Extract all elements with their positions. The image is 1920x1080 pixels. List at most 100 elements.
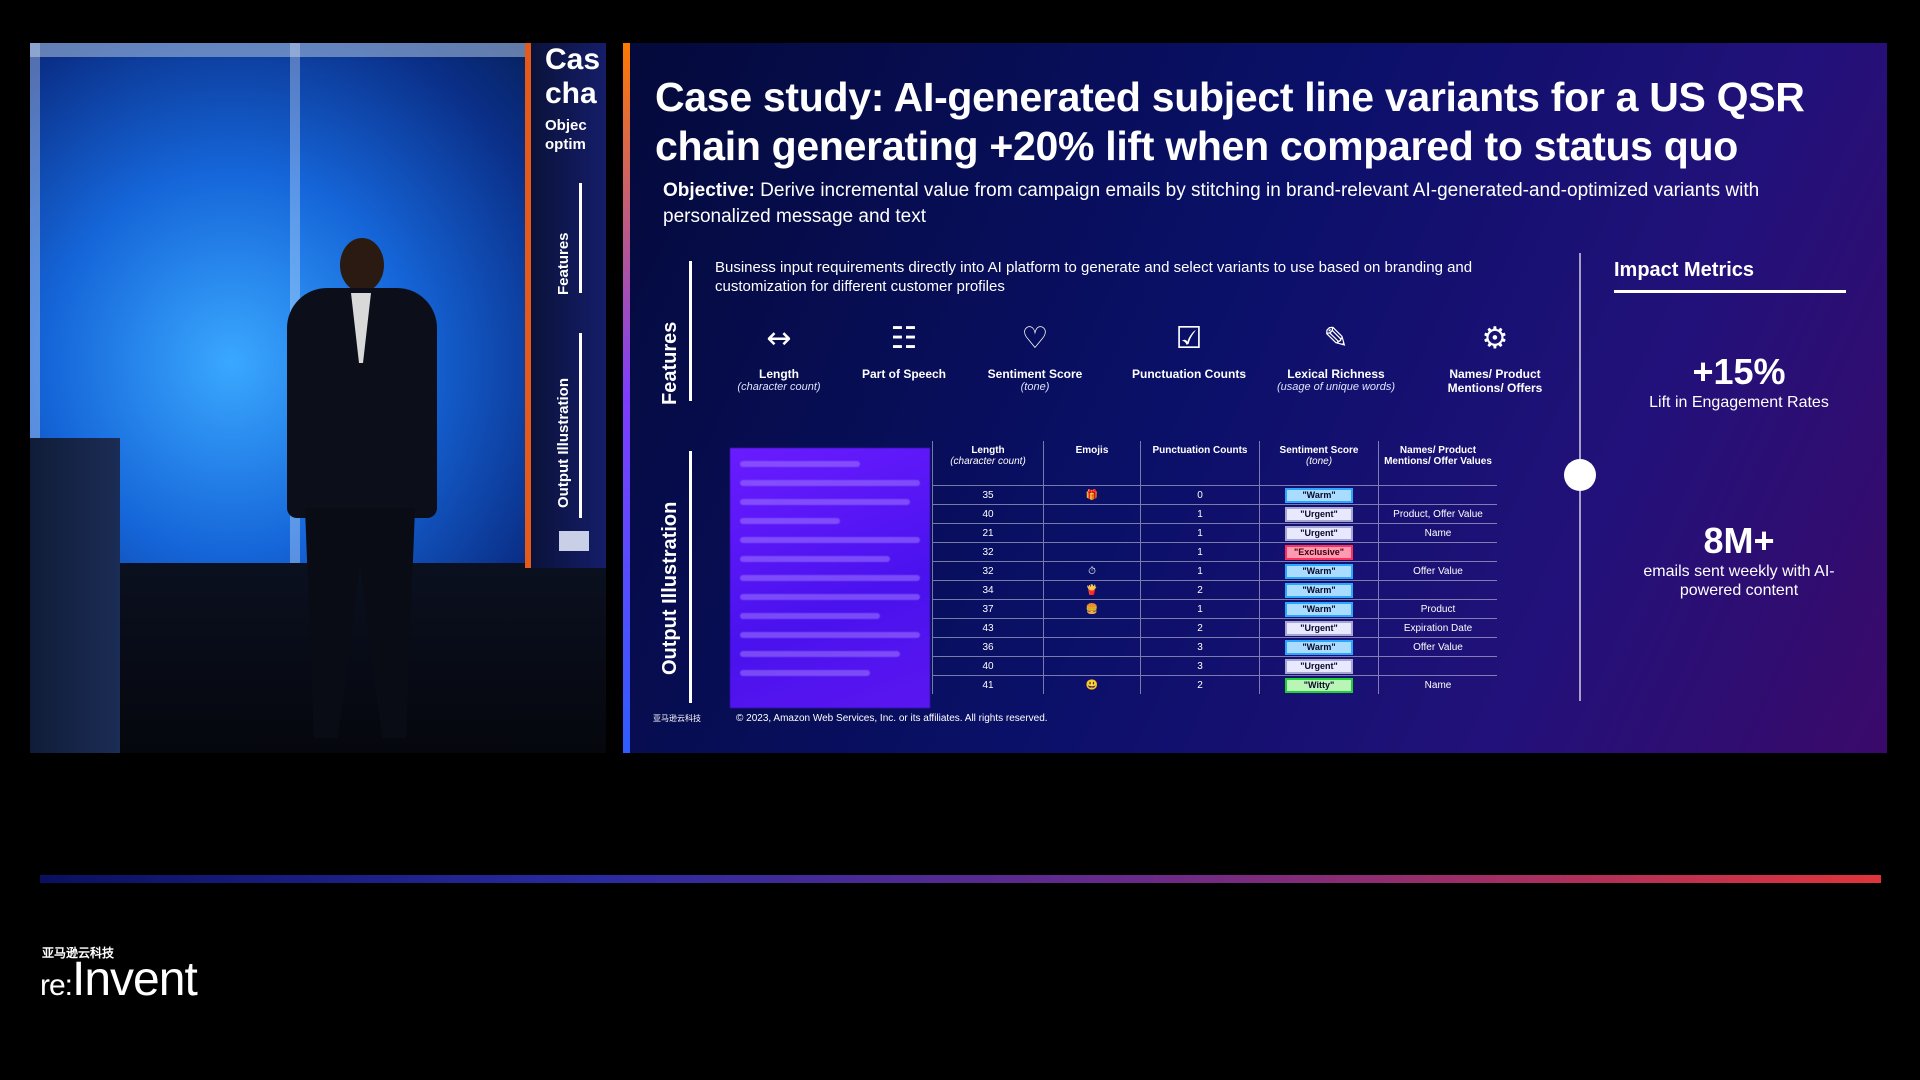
cell-punctuation: 1 [1140,523,1260,543]
cell-length: 37 [932,599,1044,619]
col-names: Names/ Product Mentions/ Offer Values [1378,441,1497,486]
table-row: 40 1 "Urgent" Product, Offer Value [932,504,1497,524]
features-row: ↔ Length (character count) ☷ Part of Spe… [709,315,1569,395]
table-row: 40 3 "Urgent" [932,656,1497,676]
sentiment-pill: "Witty" [1285,677,1353,693]
table-row: 36 3 "Warm" Offer Value [932,637,1497,657]
cell-sentiment: "Warm" [1259,485,1379,505]
feature-name: Sentiment Score [987,367,1083,381]
slide-title: Case study: AI-generated subject line va… [655,74,1805,169]
objective: Objective: Derive incremental value from… [663,178,1783,230]
feature-sentiment-score: ♡ Sentiment Score (tone) [965,315,1105,394]
cell-names [1378,580,1497,600]
table-row: 35 🎁 0 "Warm" [932,485,1497,505]
cell-punctuation: 2 [1140,675,1260,694]
cell-punctuation: 1 [1140,599,1260,619]
table-row: 21 1 "Urgent" Name [932,523,1497,543]
objective-label: Objective: [663,180,755,201]
aws-logo-mini: 亚马逊云科技 [653,714,701,723]
screen-edge-button [559,531,589,551]
cell-sentiment: "Urgent" [1259,656,1379,676]
table-row: 32 1 "Exclusive" [932,542,1497,562]
dollar-gear-icon: ⚙ [1481,321,1509,356]
features-divider [689,261,692,401]
divider-dot [1564,459,1596,491]
cell-names: Offer Value [1378,637,1497,657]
sentiment-pill: "Warm" [1285,639,1353,655]
cell-emoji: 😃 [1043,675,1141,694]
cell-names: Name [1378,675,1497,694]
sentiment-pill: "Warm" [1285,563,1353,579]
cell-length: 32 [932,561,1044,581]
blurred-subject-lines [730,448,930,708]
cell-emoji [1043,504,1141,524]
screen-edge-line [579,183,582,293]
cell-sentiment: "Urgent" [1259,504,1379,524]
cell-length: 21 [932,523,1044,543]
cell-length: 40 [932,504,1044,524]
sentiment-pill: "Urgent" [1285,620,1353,636]
cell-length: 43 [932,618,1044,638]
impact-underline [1614,290,1846,293]
feature-sub: (usage of unique words) [1276,381,1395,393]
cell-sentiment: "Warm" [1259,599,1379,619]
screen-edge-line [579,333,582,518]
cell-emoji [1043,542,1141,562]
feature-name: Names/ Product Mentions/ Offers [1447,367,1543,395]
metric-desc: Lift in Engagement Rates [1649,394,1829,411]
presentation-slide: Case study: AI-generated subject line va… [623,43,1887,753]
cell-length: 41 [932,675,1044,694]
cell-punctuation: 3 [1140,656,1260,676]
feature-name: Part of Speech [861,367,947,381]
cell-punctuation: 1 [1140,542,1260,562]
cell-emoji: 🍔 [1043,599,1141,619]
output-divider [689,451,692,703]
table-row: 41 😃 2 "Witty" Name [932,675,1497,694]
stage-screen-edge: Cas cha Objec optim Features Output Illu… [525,43,606,568]
screen-edge-sub-1: Objec [545,117,587,134]
cell-names: Expiration Date [1378,618,1497,638]
sentiment-pill: "Urgent" [1285,658,1353,674]
table-row: 34 🍟 2 "Warm" [932,580,1497,600]
cell-emoji: 🍟 [1043,580,1141,600]
cell-names [1378,485,1497,505]
cell-length: 32 [932,542,1044,562]
cell-sentiment: "Warm" [1259,580,1379,600]
screen-edge-title-1: Cas [545,43,601,76]
feature-names-product: ⚙ Names/ Product Mentions/ Offers [1425,315,1565,395]
cell-punctuation: 2 [1140,580,1260,600]
cell-sentiment: "Warm" [1259,637,1379,657]
cell-emoji [1043,618,1141,638]
metric-emails: 8M+ emails sent weekly with AI-powered c… [1614,520,1864,600]
table-row: 32 ⏱ 1 "Warm" Offer Value [932,561,1497,581]
sentiment-pill: "Urgent" [1285,506,1353,522]
slide-accent-bar [623,43,630,753]
cell-emoji [1043,637,1141,657]
table-row: 43 2 "Urgent" Expiration Date [932,618,1497,638]
cell-emoji: ⏱ [1043,561,1141,581]
objective-text: Derive incremental value from campaign e… [663,180,1760,227]
cell-emoji [1043,523,1141,543]
cell-length: 40 [932,656,1044,676]
table-header-row: Length (character count) Emojis Punctuati… [932,441,1497,486]
screen-edge-features: Features [555,232,572,295]
metric-value: +15% [1692,351,1786,392]
metric-desc: emails sent weekly with AI-powered conte… [1643,563,1835,599]
cell-punctuation: 3 [1140,637,1260,657]
brand-cn: 亚马逊云科技 [42,946,115,960]
cell-sentiment: "Urgent" [1259,618,1379,638]
cell-sentiment: "Exclusive" [1259,542,1379,562]
cell-names [1378,656,1497,676]
table-row: 37 🍔 1 "Warm" Product [932,599,1497,619]
col-sentiment: Sentiment Score (tone) [1259,441,1379,486]
stage-ceiling [30,43,606,57]
gradient-bar [40,875,1881,883]
screen-edge-output: Output Illustration [555,378,572,508]
metric-value: 8M+ [1703,520,1775,561]
feature-name: Length [759,367,799,381]
sentiment-pill: "Warm" [1285,601,1353,617]
cell-emoji: 🎁 [1043,485,1141,505]
output-illustration-label: Output Illustration [659,501,681,675]
col-emojis: Emojis [1043,441,1141,486]
metric-engagement: +15% Lift in Engagement Rates [1614,351,1864,412]
